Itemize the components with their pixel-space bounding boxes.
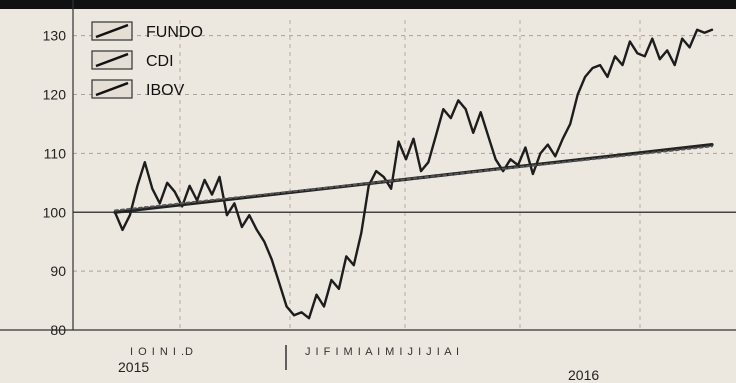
y-tick-label: 110 [44, 145, 67, 161]
y-tick-label: 130 [43, 28, 67, 44]
legend-label-ibov: IBOV [146, 82, 185, 99]
y-tick-label: 80 [50, 322, 66, 338]
month-labels-2016: J I F I M I A I M I J I J I A I [305, 346, 460, 358]
series-line-fundo [113, 28, 714, 320]
legend-line-cdi [95, 52, 129, 68]
series-line-ibov [114, 145, 713, 212]
legend-line-fundo [95, 23, 129, 39]
top-bar [0, 0, 736, 9]
year-label-2015: 2015 [118, 359, 149, 375]
legend-line-ibov [95, 81, 129, 97]
year-label-2016: 2016 [568, 367, 599, 383]
x-tick-labels: I O I N I .D J I F I M I A I M I J I J I… [118, 345, 599, 383]
legend-label-fundo: FUNDO [146, 24, 203, 41]
month-labels-2015: I O I N I .D [130, 346, 194, 358]
legend-label-cdi: CDI [146, 53, 174, 70]
y-tick-label: 100 [43, 204, 67, 220]
series [113, 28, 714, 320]
y-tick-label: 120 [43, 87, 67, 103]
y-tick-label: 90 [50, 263, 66, 279]
y-tick-labels: 80 90 100 110 120 130 [43, 28, 67, 338]
legend: FUNDO CDI IBOV [91, 21, 203, 99]
